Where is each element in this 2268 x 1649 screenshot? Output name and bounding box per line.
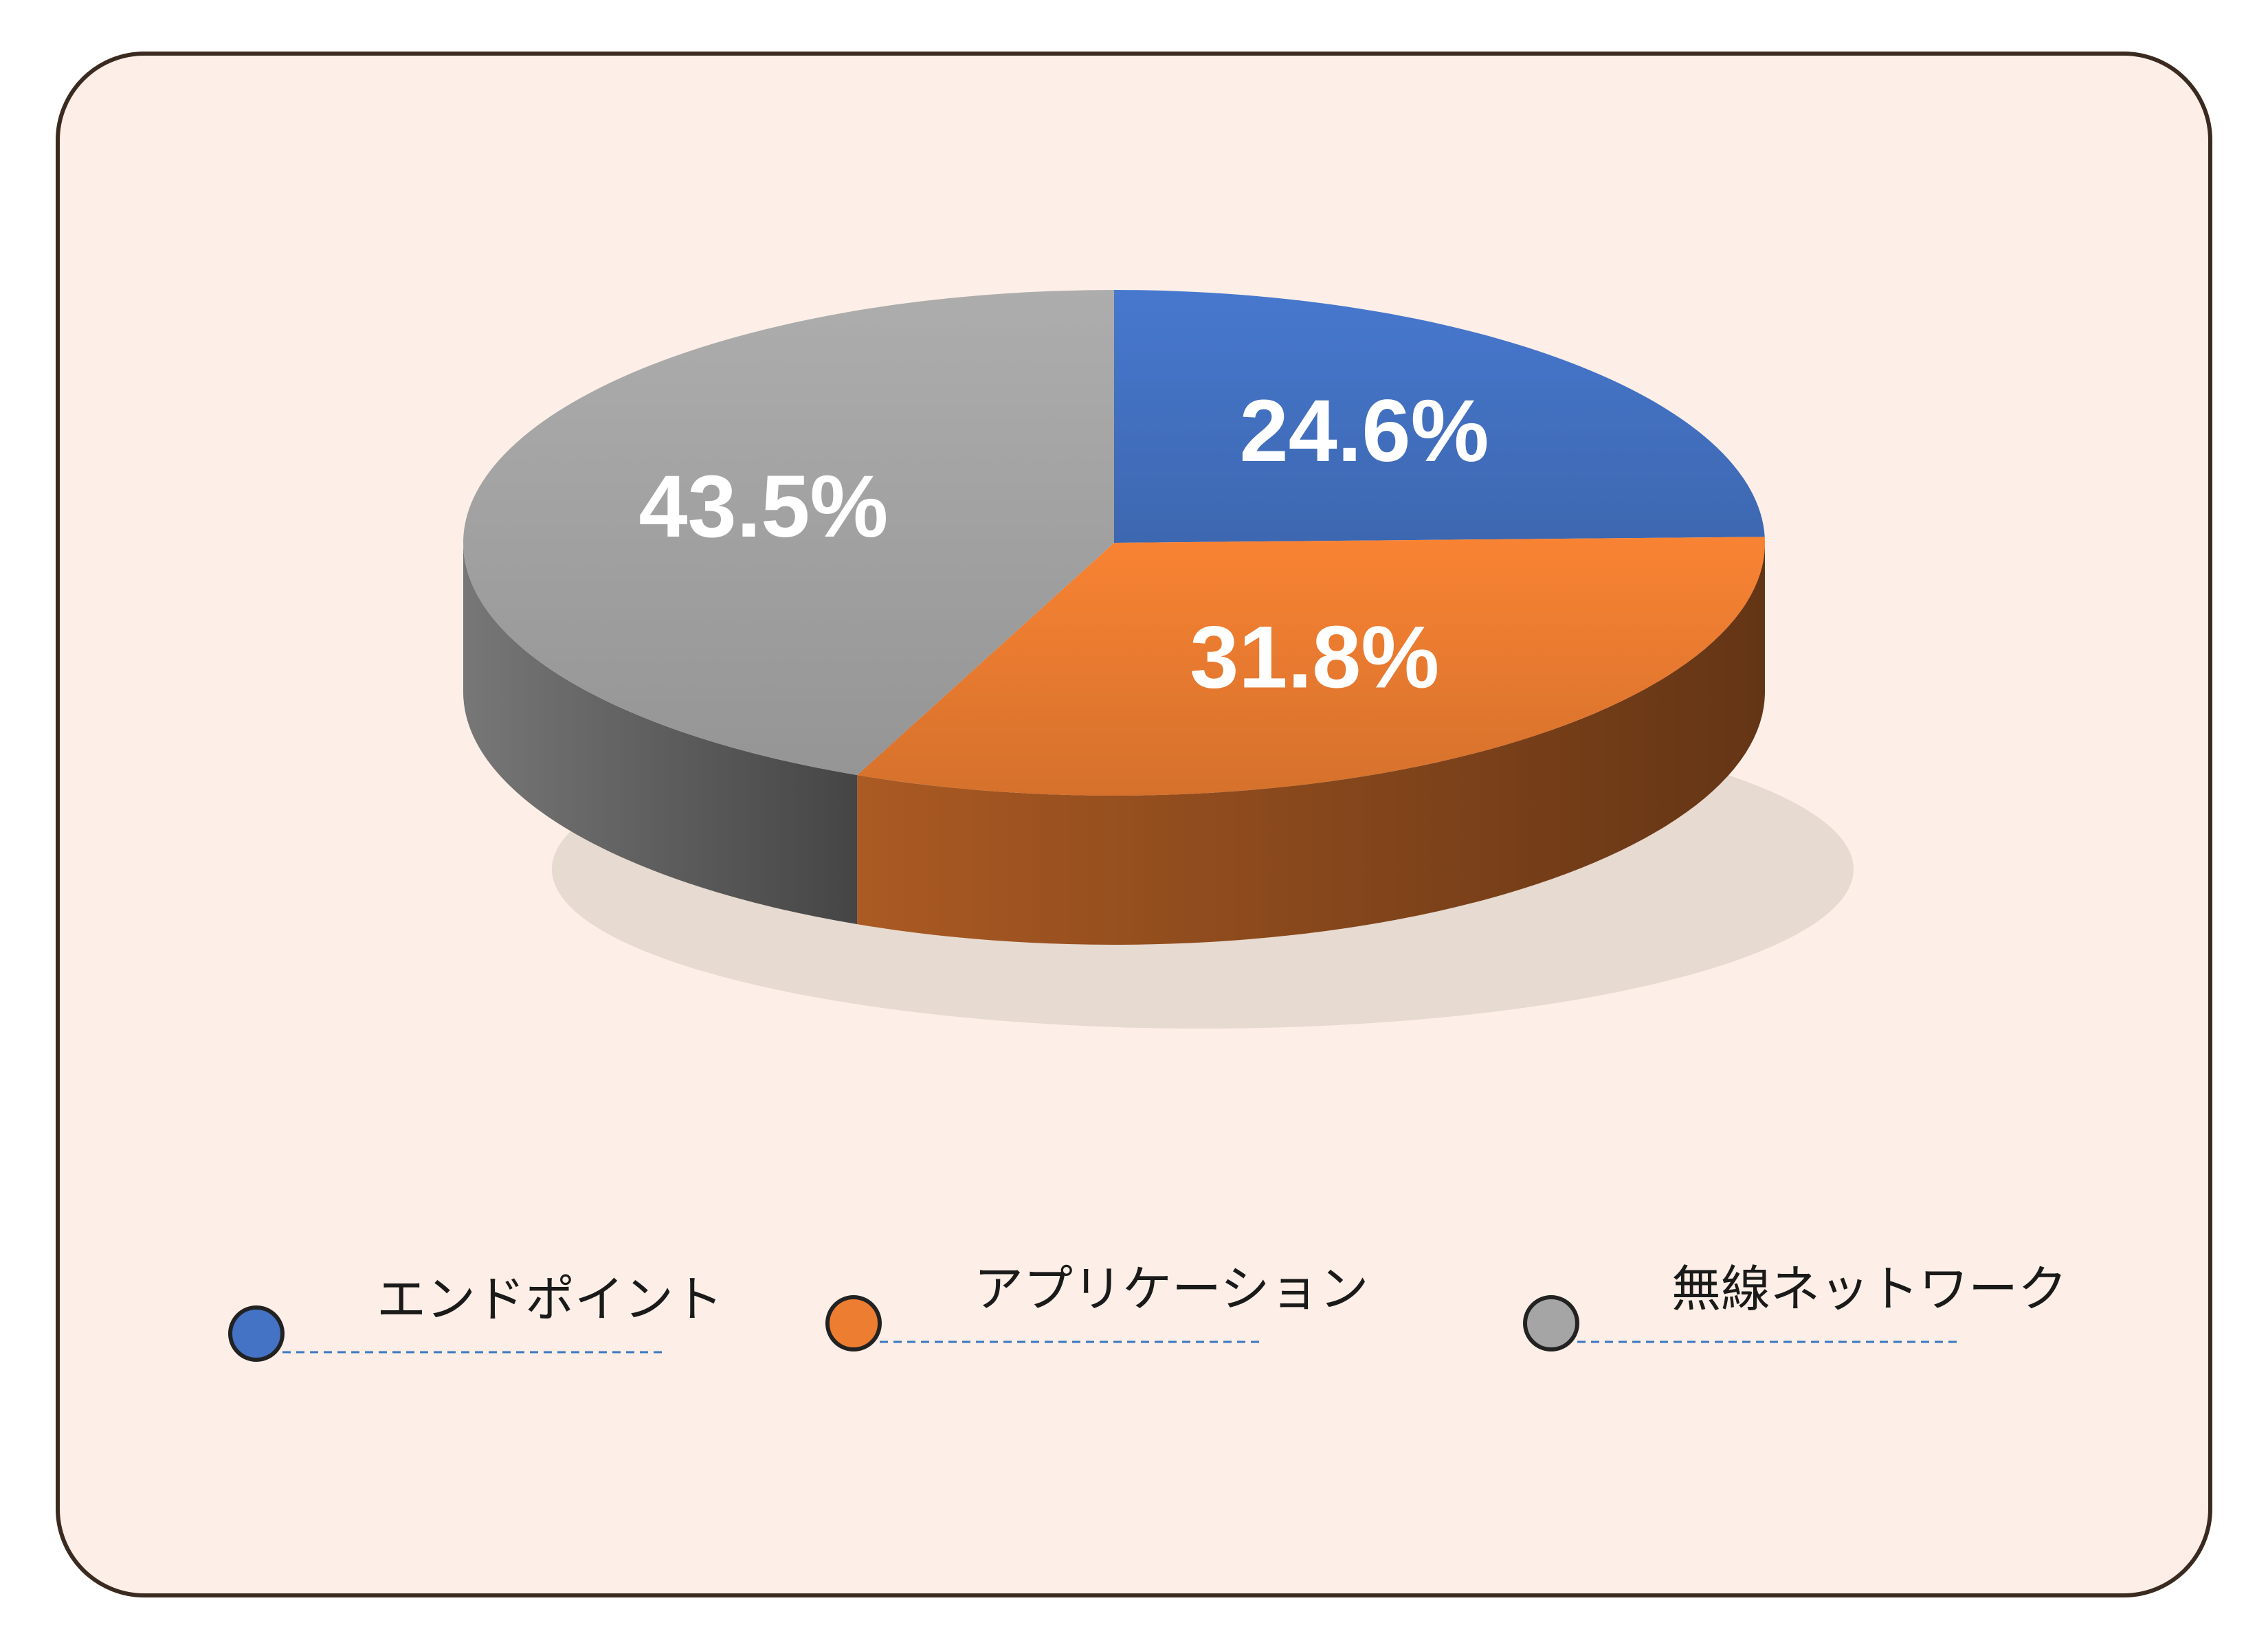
value-label: 31.8% [1190, 609, 1439, 707]
legend-swatch [825, 1295, 882, 1351]
slice-side [857, 543, 1765, 945]
slice-side [463, 543, 858, 925]
value-label: 43.5% [638, 458, 888, 556]
legend-label: アプリケーション [974, 1262, 1369, 1317]
legend-swatch [1523, 1295, 1579, 1351]
slice [463, 290, 1114, 776]
legend-swatch [228, 1305, 285, 1362]
legend-label: エンドポイント [377, 1272, 723, 1327]
legend-label: 無線ネットワーク [1671, 1262, 2067, 1317]
slice [1114, 290, 1765, 543]
slice [857, 537, 1765, 796]
value-label: 24.6% [1239, 382, 1489, 480]
